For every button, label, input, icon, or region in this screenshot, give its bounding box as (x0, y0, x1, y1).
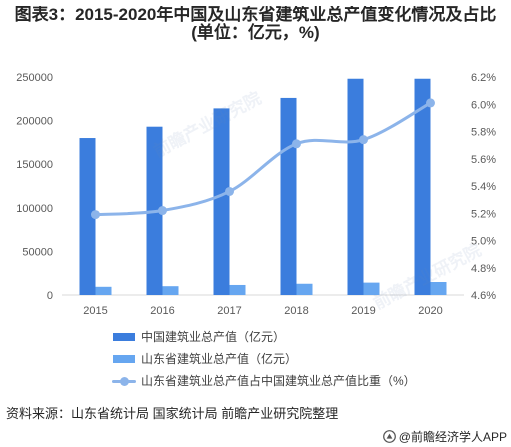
x-tick-label: 2018 (284, 305, 308, 317)
y2-tick-label: 5.2% (471, 208, 496, 220)
legend-swatch-line (112, 373, 136, 389)
legend-label: 山东省建筑业总产值（亿元） (141, 352, 298, 366)
ratio-point-2020 (426, 98, 435, 108)
bar-shandong-2015 (95, 286, 112, 295)
legend-label: 山东省建筑业总产值占中国建筑业总产值比重（%） (141, 374, 416, 388)
legend-swatch-bar (112, 329, 136, 345)
y-tick-label: 150000 (16, 159, 53, 171)
bar-shandong-2016 (162, 286, 179, 295)
chart-unit-line: (单位：亿元，%) (191, 23, 320, 42)
y-tick-label: 250000 (16, 72, 53, 84)
bar-china-2015 (79, 138, 96, 295)
ratio-line (94, 101, 432, 217)
x-tick-label: 2017 (217, 305, 241, 317)
y-tick-label: 0 (47, 290, 53, 302)
x-tick-label: 2019 (351, 305, 375, 317)
source-note: 资料来源：山东省统计局 国家统计局 前瞻产业研究院整理 (6, 406, 339, 421)
bar-china-2019 (347, 78, 364, 295)
y-tick-label: 50000 (22, 246, 53, 258)
credit-badge: @前瞻经济学人APP (382, 428, 507, 445)
ratio-point-2015 (91, 210, 100, 220)
legend-item-ratio: 山东省建筑业总产值占中国建筑业总产值比重（%） (112, 373, 416, 389)
qianzhan-logo-icon (382, 430, 396, 443)
bar-shandong-2018 (296, 283, 313, 295)
ratio-point-2018 (292, 139, 301, 149)
chart-title-line: 图表3：2015-2020年中国及山东省建筑业总产值变化情况及占比 (14, 6, 497, 24)
y2-tick-label: 4.6% (471, 290, 496, 302)
ratio-point-2017 (225, 186, 234, 196)
ratio-point-2019 (359, 135, 368, 145)
bar-china-2018 (280, 97, 297, 295)
y2-tick-label: 5.8% (471, 127, 496, 139)
chart-legend: 中国建筑业总产值（亿元） 山东省建筑业总产值（亿元） 山东省建筑业总产值占中国建… (112, 329, 416, 395)
y2-tick-label: 6.0% (471, 99, 496, 111)
y2-tick-label: 5.0% (471, 236, 496, 248)
bar-shandong-2019 (363, 282, 380, 295)
y2-tick-label: 5.6% (471, 154, 496, 166)
bar-shandong-2020 (430, 282, 447, 295)
x-tick-label: 2015 (83, 305, 107, 317)
legend-label: 中国建筑业总产值（亿元） (141, 330, 286, 344)
y-tick-label: 200000 (16, 116, 53, 128)
bar-china-2020 (414, 78, 431, 295)
combo-chart: 0 50000 100000 150000 200000 250000 4.6% 4.8% 5.… (16, 72, 496, 317)
bar-china-2017 (213, 108, 230, 295)
legend-swatch-bar (112, 351, 136, 367)
bar-shandong-2017 (229, 284, 246, 295)
y2-tick-label: 5.4% (471, 181, 496, 193)
chart-title: 图表3：2015-2020年中国及山东省建筑业总产值变化情况及占比 (单位：亿元… (0, 6, 511, 42)
x-tick-label: 2016 (150, 305, 174, 317)
y-tick-label: 100000 (16, 203, 53, 215)
legend-item-china-output: 中国建筑业总产值（亿元） (112, 329, 416, 345)
y2-tick-label: 6.2% (471, 72, 496, 84)
ratio-point-2016 (158, 206, 167, 216)
legend-item-shandong-output: 山东省建筑业总产值（亿元） (112, 351, 416, 367)
x-tick-label: 2020 (418, 305, 442, 317)
credit-text: @前瞻经济学人APP (398, 430, 507, 444)
y2-tick-label: 4.8% (471, 263, 496, 275)
